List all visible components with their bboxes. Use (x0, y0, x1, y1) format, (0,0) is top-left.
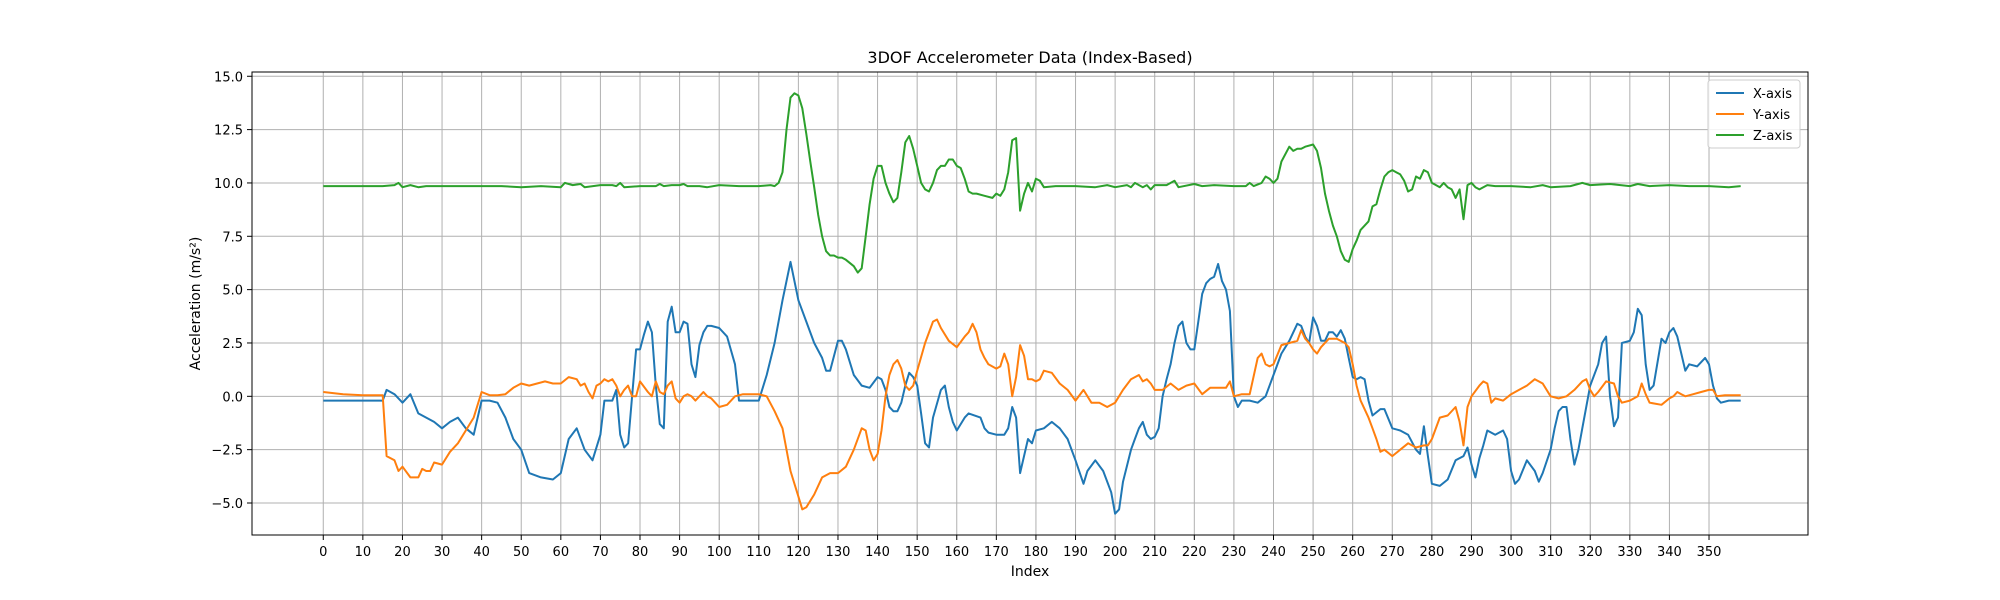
x-tick-label: 170 (984, 545, 1009, 560)
x-tick-label: 250 (1301, 545, 1326, 560)
x-tick-label: 60 (553, 545, 570, 560)
x-tick-label: 160 (944, 545, 969, 560)
x-tick-label: 350 (1697, 545, 1722, 560)
plot-frame (251, 71, 1809, 536)
x-tick-label: 30 (434, 545, 451, 560)
grid-lines (252, 72, 1808, 535)
legend-label: Y-axis (1752, 108, 1790, 123)
legend-label: Z-axis (1753, 129, 1793, 144)
x-tick-label: 330 (1617, 545, 1642, 560)
chart-title: 3DOF Accelerometer Data (Index-Based) (867, 48, 1192, 67)
x-tick-label: 260 (1340, 545, 1365, 560)
y-tick-label: 12.5 (214, 124, 243, 139)
x-tick-label: 180 (1024, 545, 1049, 560)
x-tick-label: 110 (746, 545, 771, 560)
x-tick-label: 230 (1221, 545, 1246, 560)
y-tick-label: −5.0 (211, 497, 243, 512)
x-tick-label: 280 (1419, 545, 1444, 560)
x-tick-label: 270 (1380, 545, 1405, 560)
x-tick-label: 240 (1261, 545, 1286, 560)
y-tick-label: 2.5 (222, 337, 243, 352)
x-tick-label: 140 (865, 545, 890, 560)
series-line-z-axis (323, 92, 1741, 274)
x-tick-label: 20 (394, 545, 411, 560)
x-tick-label: 120 (786, 545, 811, 560)
y-tick-label: −2.5 (211, 444, 243, 459)
x-tick-label: 320 (1578, 545, 1603, 560)
x-tick-label: 190 (1063, 545, 1088, 560)
legend: X-axis Y-axis Z-axis (1707, 79, 1801, 149)
x-tick-label: 80 (632, 545, 649, 560)
y-tick-label: 7.5 (222, 230, 243, 245)
x-tick-label: 220 (1182, 545, 1207, 560)
x-axis-label: Index (1011, 564, 1050, 580)
x-tick-label: 90 (671, 545, 688, 560)
axis-ticks: 0 10 20 30 40 50 60 70 80 90 100 110 120 130 140 150 160… (211, 70, 1721, 560)
x-tick-label: 10 (355, 545, 372, 560)
x-tick-label: 0 (319, 545, 327, 560)
y-tick-label: 0.0 (222, 390, 243, 405)
x-tick-label: 100 (707, 545, 732, 560)
x-tick-label: 310 (1538, 545, 1563, 560)
x-tick-label: 300 (1499, 545, 1524, 560)
y-tick-label: 10.0 (214, 177, 243, 192)
series-line-y-axis (323, 318, 1741, 511)
x-tick-label: 340 (1657, 545, 1682, 560)
x-tick-label: 290 (1459, 545, 1484, 560)
y-tick-label: 15.0 (214, 70, 243, 85)
legend-box (1707, 79, 1801, 149)
x-tick-label: 200 (1103, 545, 1128, 560)
data-series (323, 92, 1741, 515)
y-tick-label: 5.0 (222, 284, 243, 299)
y-axis-label: Acceleration (m/s²) (188, 237, 204, 371)
x-tick-label: 150 (905, 545, 930, 560)
legend-label: X-axis (1753, 87, 1792, 102)
series-line-x-axis (323, 260, 1741, 515)
x-tick-label: 40 (473, 545, 490, 560)
x-tick-label: 70 (592, 545, 609, 560)
x-tick-label: 130 (826, 545, 851, 560)
x-tick-label: 50 (513, 545, 530, 560)
x-tick-label: 210 (1142, 545, 1167, 560)
